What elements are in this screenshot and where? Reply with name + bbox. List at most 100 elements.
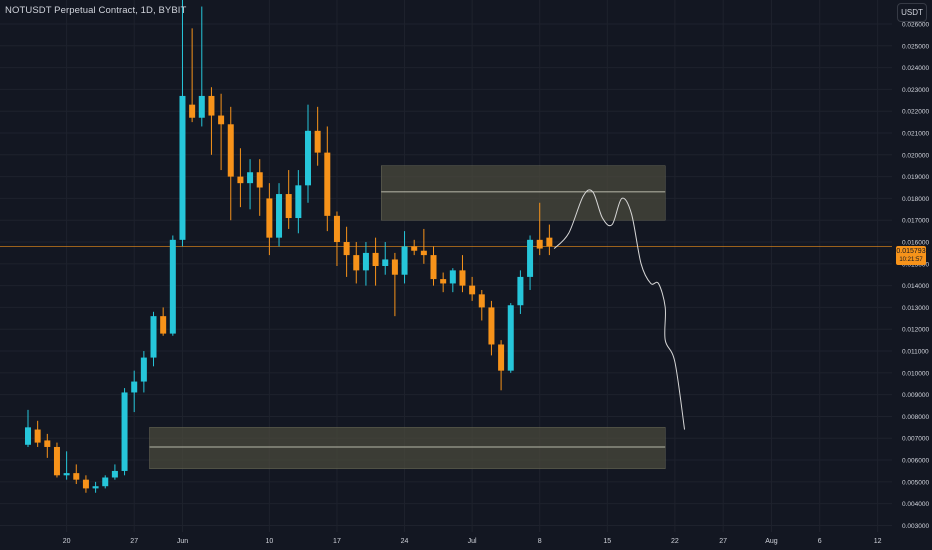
time-axis[interactable]: 20 27 Jun 10 17 24 Jul 8 15 22 27 Aug 6 12 [63, 538, 882, 545]
last-price-tag: 0.015793 10:21:57 [896, 246, 926, 265]
candle-body [459, 270, 466, 286]
candle [218, 93, 225, 171]
candle-body [247, 172, 254, 184]
y-tick-label: 0.012000 [902, 327, 929, 334]
candle [324, 126, 331, 232]
candle-body [469, 285, 476, 295]
candle [237, 148, 244, 208]
candle-body [372, 252, 379, 266]
supply-demand-zones [149, 165, 666, 470]
candle [304, 104, 311, 203]
candle [179, 0, 186, 247]
candle-body [256, 172, 263, 188]
y-tick-label: 0.019000 [902, 174, 929, 181]
currency-button[interactable]: USDT [897, 3, 927, 22]
x-tick-label: 10 [265, 538, 273, 545]
y-tick-label: 0.024000 [902, 65, 929, 72]
candle-body [314, 130, 321, 153]
candle [53, 442, 60, 478]
candle [546, 224, 553, 256]
candle [343, 226, 350, 277]
x-tick-label: Jun [177, 538, 188, 545]
y-tick-label: 0.020000 [902, 152, 929, 159]
candle [372, 237, 379, 286]
x-tick-label: 20 [63, 538, 71, 545]
y-tick-label: 0.021000 [902, 131, 929, 138]
candle [469, 276, 476, 301]
candle-body [507, 305, 514, 371]
candle [247, 159, 254, 210]
price-axis[interactable]: 0.003000 0.004000 0.005000 0.006000 0.007000… [902, 21, 929, 529]
last-price-value: 0.015793 [896, 248, 926, 255]
candle [140, 351, 147, 393]
candle-body [343, 242, 350, 256]
candle-body [498, 344, 505, 371]
x-tick-label: 15 [603, 538, 611, 545]
candle [382, 242, 389, 275]
candle-body [189, 104, 196, 118]
candle-body [266, 198, 273, 238]
candle-body [218, 115, 225, 125]
y-tick-label: 0.009000 [902, 392, 929, 399]
candle-body [160, 316, 167, 334]
candle-body [34, 429, 41, 443]
candle-body [430, 255, 437, 280]
candle-body [276, 194, 283, 238]
y-tick-label: 0.010000 [902, 370, 929, 377]
candle-body [82, 479, 89, 489]
candle-body [546, 237, 553, 247]
y-tick-label: 0.013000 [902, 305, 929, 312]
candle [507, 303, 514, 373]
candle [353, 242, 360, 284]
x-tick-label: 12 [874, 538, 882, 545]
candle-body [198, 95, 205, 118]
candle-body [304, 130, 311, 186]
symbol-title: NOTUSDT Perpetual Contract, 1D, BYBIT [5, 5, 187, 16]
candle-body [517, 276, 524, 306]
y-tick-label: 0.008000 [902, 414, 929, 421]
candle-body [536, 239, 543, 249]
candle-body [63, 473, 70, 476]
y-tick-label: 0.004000 [902, 501, 929, 508]
x-tick-label: 27 [719, 538, 727, 545]
y-tick-label: 0.018000 [902, 196, 929, 203]
candle [44, 433, 51, 458]
candle-body [121, 392, 128, 471]
candle-body [111, 470, 118, 478]
candle [517, 270, 524, 314]
x-tick-label: 24 [401, 538, 409, 545]
candle [430, 246, 437, 286]
y-tick-label: 0.006000 [902, 458, 929, 465]
candle-body [440, 279, 447, 284]
y-tick-label: 0.016000 [902, 240, 929, 247]
candle-body [362, 252, 369, 271]
x-tick-label: Aug [765, 538, 778, 545]
candle [131, 370, 138, 413]
y-tick-label: 0.005000 [902, 479, 929, 486]
candle [459, 255, 466, 293]
y-tick-label: 0.003000 [902, 523, 929, 530]
candle [411, 239, 418, 256]
candle-body [92, 486, 99, 489]
x-tick-label: 27 [130, 538, 138, 545]
candle-body [237, 176, 244, 184]
candle [362, 242, 369, 286]
candle [227, 106, 234, 221]
y-tick-label: 0.017000 [902, 218, 929, 225]
candle-body [391, 259, 398, 275]
candle-body [333, 215, 340, 243]
candle [276, 183, 283, 247]
candle-body [527, 239, 534, 277]
candle [391, 252, 398, 317]
projection-curve [553, 189, 686, 430]
x-tick-label: 8 [538, 538, 542, 545]
candle [150, 311, 157, 367]
x-tick-label: 22 [671, 538, 679, 545]
candle-body [44, 440, 51, 447]
candle-body [478, 294, 485, 308]
candle-body [169, 239, 176, 334]
candle [111, 464, 118, 480]
bar-countdown: 10:21:57 [899, 257, 923, 263]
